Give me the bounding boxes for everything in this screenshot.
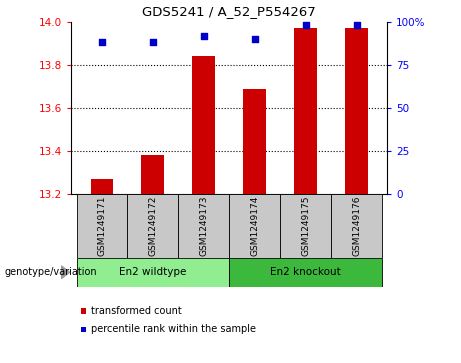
Text: GSM1249174: GSM1249174 xyxy=(250,196,260,256)
Bar xyxy=(331,194,382,258)
Text: GSM1249173: GSM1249173 xyxy=(199,196,208,256)
Bar xyxy=(230,194,280,258)
Point xyxy=(98,40,106,45)
Point xyxy=(353,23,361,28)
Bar xyxy=(345,28,368,194)
Bar xyxy=(77,258,230,287)
Text: genotype/variation: genotype/variation xyxy=(5,267,97,277)
Point xyxy=(302,23,309,28)
Text: GSM1249171: GSM1249171 xyxy=(98,196,106,256)
Bar xyxy=(192,56,215,194)
Point xyxy=(149,40,157,45)
Bar xyxy=(77,194,128,258)
Bar xyxy=(90,179,113,194)
Bar xyxy=(142,155,165,194)
Title: GDS5241 / A_52_P554267: GDS5241 / A_52_P554267 xyxy=(142,5,316,18)
Polygon shape xyxy=(61,266,70,279)
Bar xyxy=(243,89,266,194)
Bar xyxy=(230,258,382,287)
Bar xyxy=(178,194,230,258)
Text: GSM1249175: GSM1249175 xyxy=(301,196,310,256)
Text: En2 knockout: En2 knockout xyxy=(270,267,341,277)
Text: En2 wildtype: En2 wildtype xyxy=(119,267,187,277)
Bar xyxy=(294,28,317,194)
Point xyxy=(200,33,207,38)
Point xyxy=(251,36,259,42)
Bar xyxy=(280,194,331,258)
Text: transformed count: transformed count xyxy=(91,306,182,316)
Text: GSM1249176: GSM1249176 xyxy=(352,196,361,256)
Bar xyxy=(128,194,178,258)
Text: percentile rank within the sample: percentile rank within the sample xyxy=(91,325,256,334)
Text: GSM1249172: GSM1249172 xyxy=(148,196,158,256)
